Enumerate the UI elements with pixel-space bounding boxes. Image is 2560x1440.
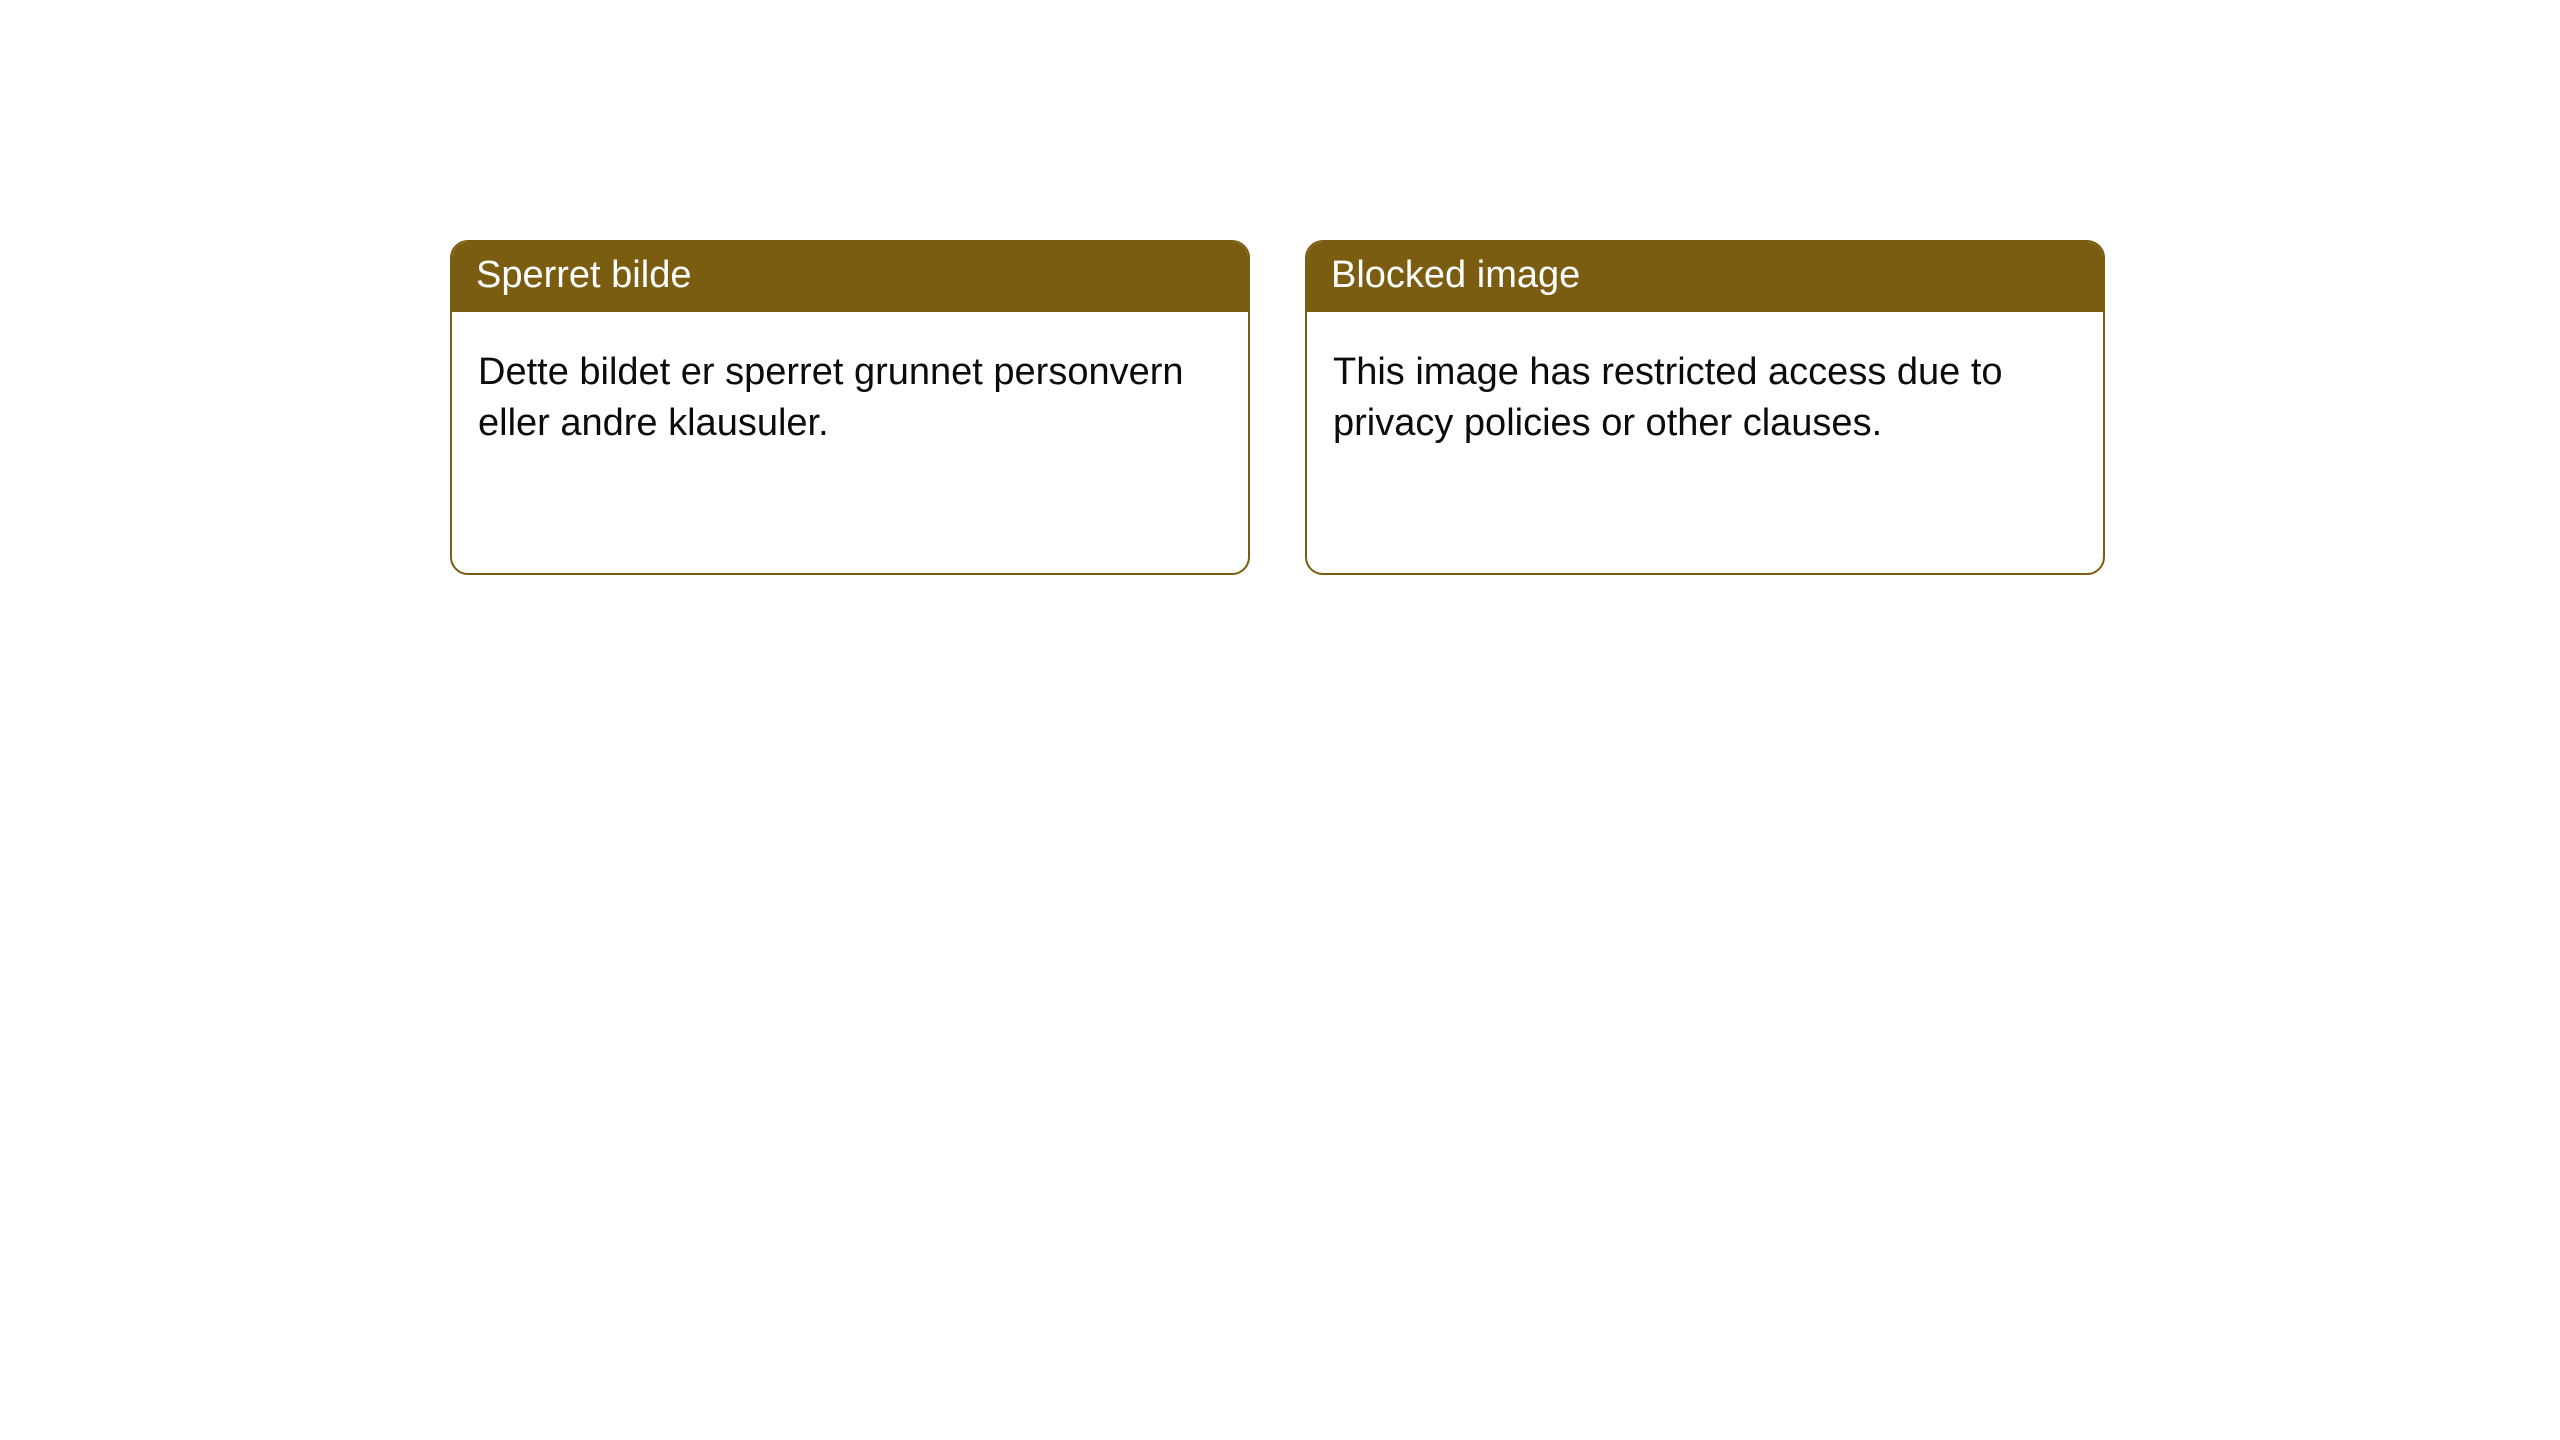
notice-card-title: Blocked image: [1307, 242, 2103, 312]
notice-card-body: This image has restricted access due to …: [1307, 312, 2103, 476]
notice-cards-row: Sperret bilde Dette bildet er sperret gr…: [0, 0, 2560, 575]
notice-card-english: Blocked image This image has restricted …: [1305, 240, 2105, 575]
notice-card-body: Dette bildet er sperret grunnet personve…: [452, 312, 1248, 476]
notice-card-title: Sperret bilde: [452, 242, 1248, 312]
notice-card-norwegian: Sperret bilde Dette bildet er sperret gr…: [450, 240, 1250, 575]
